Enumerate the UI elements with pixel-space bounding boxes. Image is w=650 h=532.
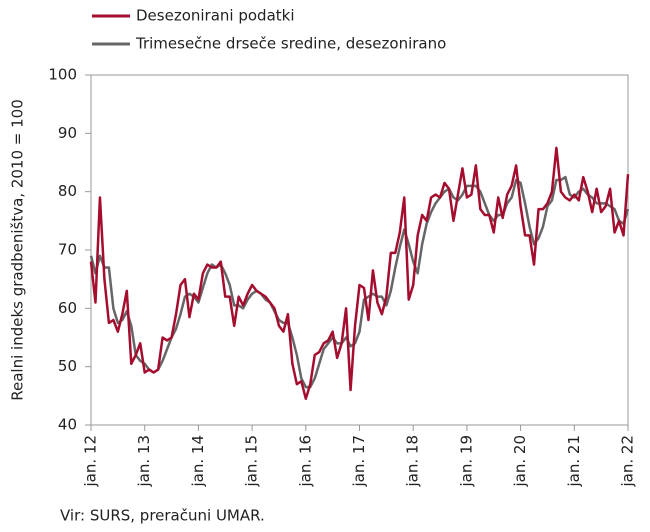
x-tick-label: jan. 20 (511, 435, 529, 488)
legend-label: Trimesečne drseče sredine, desezonirano (135, 35, 446, 53)
series-line (89, 146, 630, 400)
source-note: Vir: SURS, preračuni UMAR. (60, 507, 265, 525)
legend-label: Desezonirani podatki (136, 7, 295, 25)
y-tick-label: 90 (58, 124, 77, 142)
x-tick-label: jan. 17 (350, 435, 368, 488)
y-tick-label: 40 (58, 416, 77, 434)
y-tick-label: 70 (58, 241, 77, 259)
x-tick-label: jan. 12 (82, 435, 100, 488)
x-tick-label: jan. 19 (457, 435, 475, 488)
plot-frame (90, 74, 629, 426)
y-axis-label: Realni indeks gradbeništva, 2010 = 100 (9, 99, 27, 401)
x-tick-label: jan. 15 (243, 435, 261, 488)
series-line (89, 175, 630, 389)
x-tick-label: jan. 22 (619, 435, 637, 488)
y-tick-label: 50 (58, 357, 77, 375)
y-tick-label: 80 (58, 182, 77, 200)
x-tick-label: jan. 21 (565, 435, 583, 488)
y-tick-label: 100 (48, 66, 77, 84)
y-tick-label: 60 (58, 299, 77, 317)
x-tick-label: jan. 13 (135, 435, 153, 488)
x-tick-label: jan. 18 (404, 435, 422, 488)
x-tick-label: jan. 16 (296, 435, 314, 488)
x-tick-label: jan. 14 (189, 435, 207, 488)
